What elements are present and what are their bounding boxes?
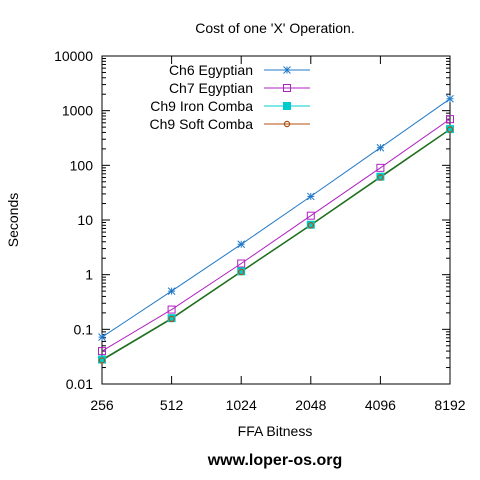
data-point-square-open bbox=[446, 115, 454, 124]
chart-title: Cost of one 'X' Operation. bbox=[195, 20, 354, 36]
legend: Ch6 Egyptian Ch7 Egyptian Ch9 Iron Comba Ch… bbox=[150, 62, 310, 132]
series-line bbox=[101, 128, 451, 361]
x-axis: 256 512 1024 2048 4096 8192 bbox=[90, 56, 466, 413]
x-axis-label: FFA Bitness bbox=[238, 423, 313, 439]
series-markers bbox=[98, 94, 454, 364]
footer-url: www.loper-os.org bbox=[207, 452, 343, 469]
x-tick-label: 512 bbox=[160, 397, 184, 413]
series-lines bbox=[101, 98, 451, 361]
x-tick-label: 256 bbox=[90, 397, 114, 413]
data-point-star bbox=[446, 94, 454, 103]
data-point-circle bbox=[168, 315, 175, 323]
data-point-circle bbox=[237, 268, 245, 276]
data-point-star bbox=[306, 192, 315, 201]
y-axis-label: Seconds bbox=[5, 193, 21, 247]
y-axis: 0.01 0.1 1 10 100 1000 10000 bbox=[54, 48, 450, 392]
data-point-circle bbox=[446, 126, 454, 133]
y-tick-label: 0.1 bbox=[74, 321, 94, 337]
legend-label: Ch6 Egyptian bbox=[169, 62, 253, 78]
data-point-square-open bbox=[98, 347, 106, 356]
data-point-star bbox=[98, 333, 106, 341]
x-tick-label: 4096 bbox=[365, 397, 396, 413]
y-tick-label: 100 bbox=[70, 157, 94, 173]
legend-label: Ch9 Soft Comba bbox=[150, 116, 254, 132]
legend-label: Ch9 Iron Comba bbox=[150, 98, 253, 114]
data-point-square-filled bbox=[283, 102, 291, 110]
data-point-circle bbox=[98, 357, 106, 364]
y-tick-label: 1000 bbox=[62, 103, 93, 119]
data-point-circle bbox=[307, 222, 314, 229]
data-point-square-open bbox=[376, 163, 385, 172]
series-line bbox=[101, 118, 451, 352]
data-point-star bbox=[376, 143, 385, 152]
data-point-circle bbox=[377, 174, 384, 181]
data-point-star bbox=[283, 66, 291, 74]
data-point-circle bbox=[283, 120, 291, 128]
x-tick-label: 1024 bbox=[226, 397, 257, 413]
x-tick-label: 8192 bbox=[434, 397, 465, 413]
y-tick-label: 10000 bbox=[54, 48, 93, 64]
x-tick-label: 2048 bbox=[295, 397, 326, 413]
y-tick-label: 0.01 bbox=[66, 376, 93, 392]
y-tick-label: 10 bbox=[77, 212, 93, 228]
data-point-square-open bbox=[306, 211, 315, 220]
series-line bbox=[101, 129, 451, 361]
data-point-square-open bbox=[283, 84, 291, 92]
data-point-star bbox=[167, 287, 176, 295]
data-point-square-open bbox=[167, 305, 176, 314]
series-line bbox=[101, 98, 451, 338]
legend-label: Ch7 Egyptian bbox=[169, 80, 253, 96]
y-tick-label: 1 bbox=[85, 267, 93, 283]
data-point-star bbox=[237, 240, 246, 249]
data-point-square-open bbox=[237, 259, 246, 268]
